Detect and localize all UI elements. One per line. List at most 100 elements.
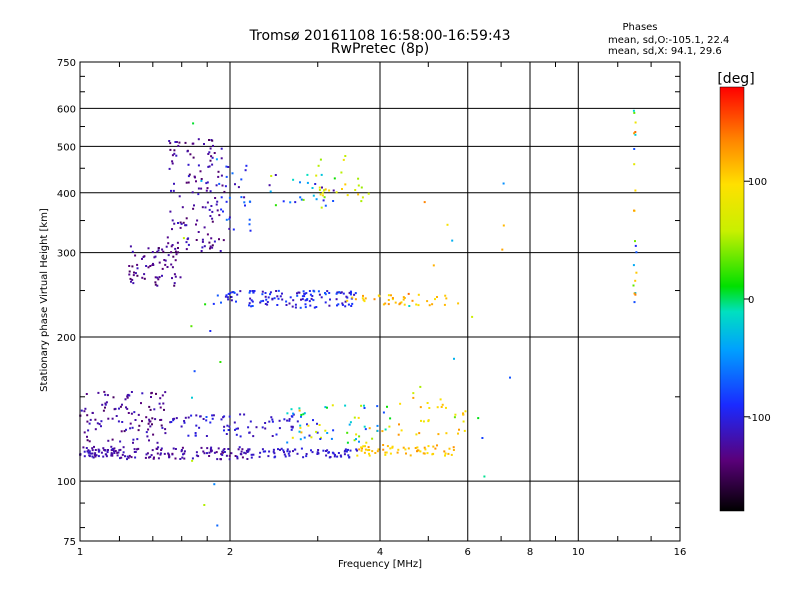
data-point: [333, 177, 336, 180]
data-point: [348, 423, 351, 426]
data-point: [104, 406, 106, 409]
data-point: [195, 239, 198, 241]
data-point: [281, 292, 283, 295]
data-point: [228, 454, 231, 457]
data-point: [324, 204, 327, 207]
data-point: [239, 290, 242, 293]
data-point: [128, 265, 131, 267]
data-point: [179, 276, 182, 279]
data-point: [292, 299, 295, 302]
data-point: [153, 408, 156, 411]
data-point: [82, 446, 85, 449]
data-point: [209, 330, 212, 332]
data-point: [98, 423, 101, 426]
data-point: [209, 448, 212, 450]
data-point: [407, 447, 410, 450]
data-point: [207, 165, 210, 168]
data-point: [129, 422, 132, 425]
data-point: [416, 446, 419, 449]
data-point: [298, 409, 301, 412]
data-point: [266, 301, 269, 303]
data-point: [136, 274, 139, 277]
data-point: [299, 181, 301, 184]
data-point: [220, 418, 223, 421]
data-point: [119, 440, 122, 443]
data-point: [93, 445, 95, 448]
data-point: [227, 448, 230, 450]
data-point: [360, 449, 363, 452]
data-point: [84, 407, 87, 410]
data-point: [386, 405, 388, 408]
data-point: [389, 417, 392, 420]
data-point: [241, 448, 244, 451]
data-point: [347, 454, 350, 457]
data-point: [351, 296, 354, 299]
data-point: [344, 183, 347, 186]
data-point: [145, 265, 148, 267]
data-point: [321, 186, 323, 189]
data-point: [172, 255, 175, 258]
data-point: [354, 298, 357, 301]
data-point: [306, 423, 308, 426]
data-point: [251, 290, 254, 292]
data-point: [384, 451, 387, 454]
data-point: [332, 429, 335, 432]
data-point: [296, 420, 299, 423]
data-point: [288, 419, 291, 422]
data-point: [158, 261, 161, 264]
data-point: [85, 447, 88, 449]
data-point: [419, 385, 422, 388]
data-point: [364, 428, 367, 431]
data-point: [215, 184, 218, 187]
data-point: [228, 216, 231, 219]
data-point: [163, 259, 166, 261]
data-point: [358, 440, 360, 443]
data-point: [327, 451, 330, 454]
data-point: [163, 408, 165, 411]
data-point: [205, 189, 208, 192]
data-point: [346, 431, 349, 434]
data-point: [191, 396, 193, 399]
data-point: [384, 302, 387, 305]
data-point: [423, 201, 426, 204]
data-point: [220, 147, 223, 150]
data-point: [216, 209, 219, 212]
data-point: [132, 282, 135, 285]
data-point: [129, 245, 132, 248]
data-point: [132, 438, 135, 441]
data-point: [111, 454, 114, 457]
data-point: [228, 196, 231, 199]
data-point: [94, 452, 97, 455]
data-point: [236, 455, 239, 458]
data-point: [310, 449, 312, 452]
data-point: [394, 301, 397, 304]
data-point: [317, 290, 320, 293]
colorbar-tick-label: 100: [748, 177, 767, 188]
data-point: [86, 439, 89, 442]
data-point: [220, 196, 223, 199]
data-point: [634, 279, 637, 282]
x-tick-label: 6: [465, 547, 471, 558]
data-point: [355, 448, 358, 451]
data-point: [211, 246, 214, 249]
data-point: [121, 453, 124, 456]
data-point: [265, 298, 268, 301]
data-point: [134, 450, 137, 453]
data-point: [235, 427, 238, 430]
data-point: [261, 448, 264, 451]
data-point: [249, 290, 252, 293]
data-point: [102, 447, 105, 450]
data-point: [151, 251, 154, 253]
data-point: [347, 303, 350, 306]
data-point: [111, 438, 114, 441]
data-point: [100, 425, 102, 428]
data-point: [323, 196, 326, 199]
data-point: [252, 291, 255, 294]
data-point: [154, 276, 157, 279]
data-point: [282, 449, 285, 452]
data-point: [88, 455, 91, 458]
data-point: [120, 430, 123, 433]
data-point: [225, 454, 228, 457]
data-point: [196, 219, 199, 222]
data-point: [88, 450, 91, 453]
